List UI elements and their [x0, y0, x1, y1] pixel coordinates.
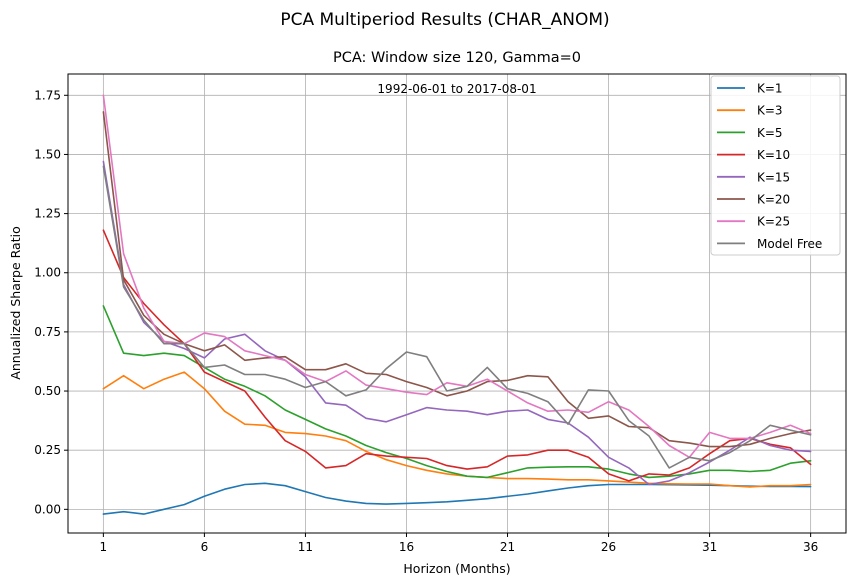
legend-label: K=1 — [757, 82, 783, 96]
legend-label: K=20 — [757, 193, 790, 207]
x-tick-label: 21 — [500, 540, 515, 554]
y-tick-label: 0.50 — [34, 384, 61, 398]
legend: K=1 K=3 K=5 K=10 K=15 K=20 K=25 Model Free — [710, 75, 841, 256]
x-tick-label: 36 — [803, 540, 818, 554]
legend-label: K=25 — [757, 215, 790, 229]
series-line-model-free — [102, 165, 812, 469]
plot-frame — [67, 73, 847, 534]
figure-suptitle: PCA Multiperiod Results (CHAR_ANOM) — [280, 10, 609, 30]
x-tick-label: 31 — [702, 540, 717, 554]
legend-box — [710, 75, 841, 256]
date-range-annotation: 1992-06-01 to 2017-08-01 — [377, 82, 536, 96]
x-axis-label: Horizon (Months) — [403, 561, 510, 576]
series-line-k-5 — [102, 305, 812, 479]
series-line-k-10 — [102, 229, 812, 482]
series-lines — [102, 94, 812, 515]
x-tick-label: 16 — [399, 540, 414, 554]
y-tick-label: 0.00 — [34, 502, 61, 516]
series-line-k-3 — [102, 371, 812, 488]
y-tick-label: 1.00 — [34, 266, 61, 280]
chart-title: PCA: Window size 120, Gamma=0 — [333, 50, 581, 66]
legend-label: K=15 — [757, 170, 790, 184]
y-axis-label: Annualized Sharpe Ratio — [8, 226, 23, 379]
legend-label: K=3 — [757, 104, 783, 118]
legend-label: Model Free — [757, 237, 822, 251]
y-tick-label: 0.75 — [34, 325, 61, 339]
y-tick-label: 1.75 — [34, 88, 61, 102]
x-tick-label: 26 — [601, 540, 616, 554]
series-line-k-25 — [102, 94, 812, 459]
legend-label: K=10 — [757, 148, 790, 162]
x-tick-label: 6 — [201, 540, 209, 554]
y-tick-label: 1.25 — [34, 207, 61, 221]
x-tick-label: 1 — [100, 540, 108, 554]
series-line-k-20 — [102, 111, 812, 448]
x-tick-label: 11 — [298, 540, 313, 554]
axis-ticks: 1 6 11 16 21 26 31 360.000.250.500.751.001.251.… — [34, 88, 818, 554]
y-tick-label: 1.50 — [34, 147, 61, 161]
series-line-k-15 — [102, 160, 812, 486]
series-line-k-1 — [102, 482, 812, 515]
y-tick-label: 0.25 — [34, 443, 61, 457]
legend-label: K=5 — [757, 126, 783, 140]
